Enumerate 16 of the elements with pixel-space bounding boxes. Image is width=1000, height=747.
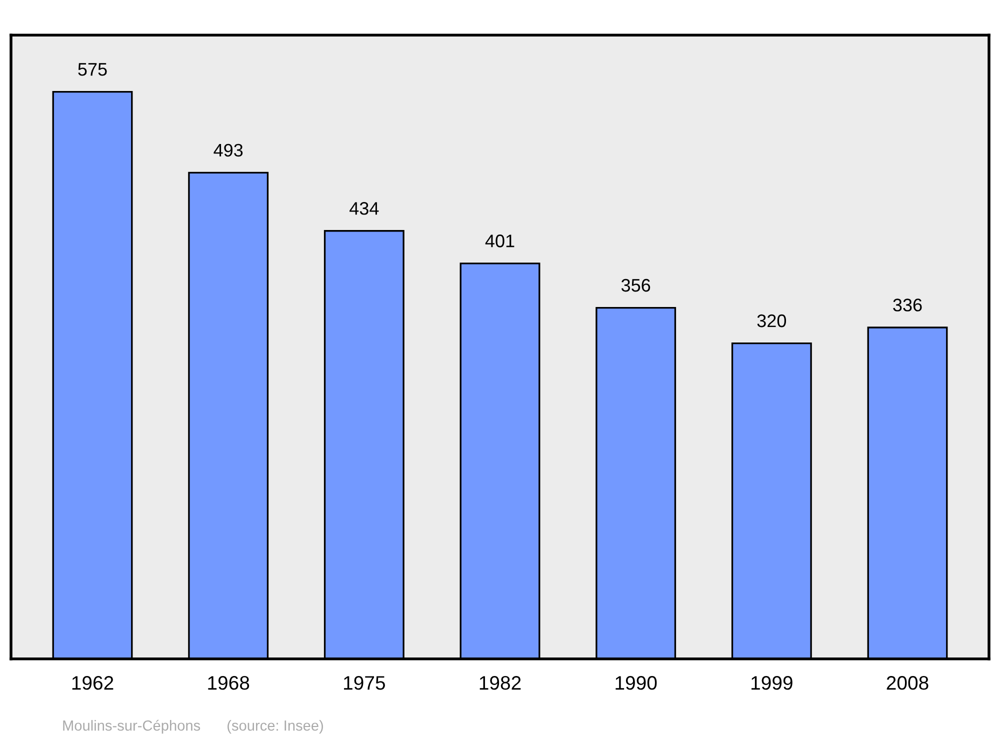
text: Moulins-sur-Céphons (63, 720, 200, 734)
data-label: 356 (621, 278, 650, 292)
data-label: 401 (485, 234, 514, 248)
text: (source: Insee) (228, 720, 323, 734)
x-tick-label: 1982 (480, 676, 521, 690)
data-label: 575 (78, 63, 107, 76)
data-label: 434 (350, 202, 379, 215)
x-tick-label: 1968 (208, 676, 250, 690)
data-label: 336 (893, 298, 922, 312)
x-tick-label: 2008 (886, 676, 928, 690)
data-label: 320 (757, 314, 786, 328)
x-tick-label: 1990 (616, 676, 657, 690)
x-tick-label: 1975 (344, 676, 385, 690)
data-label: 493 (214, 144, 243, 157)
x-tick-label: 1999 (752, 676, 792, 690)
x-tick-label: 1962 (72, 676, 114, 690)
